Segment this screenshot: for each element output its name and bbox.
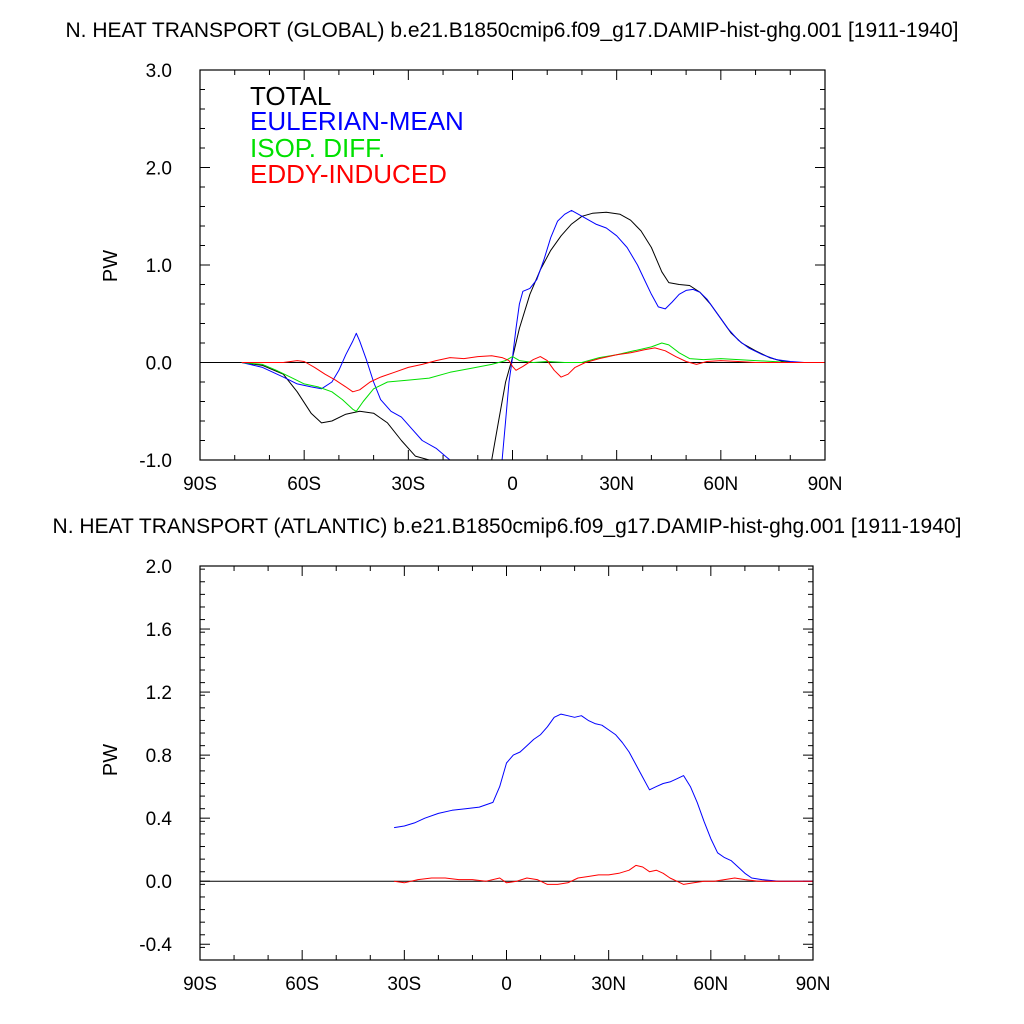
tick-group: 90S 60S 30S 0 30N 60N 90N -0.4 0.0 0.4 0.8 1.2 1.6 2.… (139, 557, 830, 995)
series-line-eulerian-mean (394, 713, 813, 882)
legend-eddy-induced: EDDY-INDUCED (250, 159, 447, 189)
x-tick-label: 90S (183, 474, 217, 495)
legend-eulerian-mean: EULERIAN-MEAN (250, 106, 464, 136)
panel-atlantic: N. HEAT TRANSPORT (ATLANTIC) b.e21.B1850… (53, 515, 962, 995)
y-tick-label: 2.0 (146, 557, 172, 578)
series-group (200, 209, 825, 460)
y-tick-label: 2.0 (146, 159, 172, 180)
x-tick-label: 90N (808, 474, 843, 495)
y-tick-label: -1.0 (139, 451, 172, 472)
y-tick-label: 1.6 (146, 620, 172, 641)
y-axis-label: PW (100, 744, 122, 776)
plot-frame (199, 69, 826, 461)
x-tick-label: 90S (183, 974, 217, 995)
y-tick-label: 0.0 (146, 354, 172, 375)
y-axis-label: PW (100, 250, 122, 282)
y-tick-label: 0.4 (146, 809, 173, 830)
x-tick-label: 90N (796, 974, 831, 995)
chart-title: N. HEAT TRANSPORT (GLOBAL) b.e21.B1850cm… (66, 19, 959, 42)
y-tick-label: 1.2 (146, 683, 172, 704)
x-tick-label: 60N (703, 474, 738, 495)
x-tick-label: 30S (387, 974, 421, 995)
tick-group: 90S 60S 30S 0 30N 60N 90N -1.0 0.0 1.0 2.0 3.0 (139, 61, 842, 495)
series-line-eddy-induced (394, 864, 813, 885)
x-tick-label: 30N (591, 974, 626, 995)
series-group (200, 713, 813, 885)
panel-global: N. HEAT TRANSPORT (GLOBAL) b.e21.B1850cm… (66, 19, 959, 495)
plot-frame (199, 565, 814, 961)
series-line-eddy-induced (241, 347, 825, 393)
x-tick-label: 0 (507, 474, 518, 495)
y-tick-label: -0.4 (139, 935, 172, 956)
x-tick-label: 0 (501, 974, 512, 995)
y-tick-label: 0.8 (146, 746, 172, 767)
x-tick-label: 30N (599, 474, 634, 495)
legend-isop-diff: ISOP. DIFF. (250, 133, 385, 163)
x-tick-label: 30S (391, 474, 425, 495)
y-tick-label: 0.0 (146, 872, 172, 893)
series-line-eulerian-mean (241, 209, 825, 460)
series-line-total (241, 211, 825, 460)
x-tick-label: 60S (285, 974, 319, 995)
y-tick-label: 1.0 (146, 256, 172, 277)
series-line-isop-diff (241, 342, 825, 412)
chart-title: N. HEAT TRANSPORT (ATLANTIC) b.e21.B1850… (53, 515, 962, 538)
x-tick-label: 60S (287, 474, 321, 495)
y-tick-label: 3.0 (146, 61, 172, 82)
x-tick-label: 60N (693, 974, 728, 995)
legend: TOTAL EULERIAN-MEAN ISOP. DIFF. EDDY-IND… (250, 81, 464, 189)
legend-total: TOTAL (250, 81, 331, 111)
